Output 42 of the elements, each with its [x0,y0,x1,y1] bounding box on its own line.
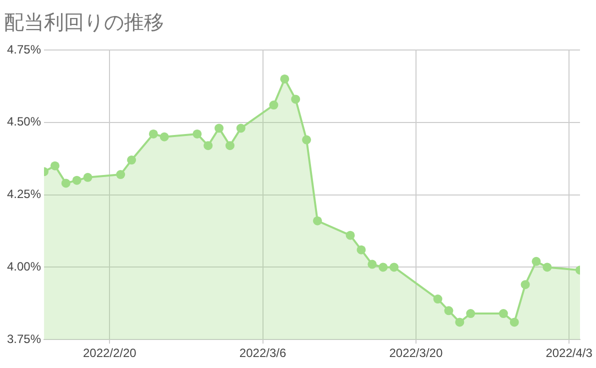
x-tick-label: 2022/3/6 [239,346,286,360]
chart-title: 配当利回りの推移 [4,10,164,34]
point [280,74,290,84]
point [378,262,388,272]
point [269,100,278,110]
point [116,170,126,180]
y-tick-label: 4.00% [6,260,42,274]
point [520,280,530,290]
point [390,262,399,272]
point [160,132,169,142]
point [368,260,377,269]
y-tick-label: 4.25% [6,187,42,202]
point [466,309,476,318]
x-tick-label: 2022/3/20 [389,346,443,360]
point [356,245,366,254]
y-tick-label: 3.75% [6,332,42,346]
point [214,124,224,133]
point [455,318,464,327]
point [204,141,213,150]
point [72,176,82,185]
point [312,216,322,226]
point [510,318,519,327]
point [433,294,442,304]
point [498,309,508,318]
point [291,94,300,104]
point [532,256,541,266]
point [192,129,202,138]
point [127,156,136,165]
point [83,172,92,182]
point [444,306,454,316]
point [236,124,246,133]
y-tick-label: 4.50% [6,114,42,129]
point [346,230,355,240]
point [148,129,158,138]
point [302,135,312,144]
x-tick-label: 2022/4/3 [546,346,593,360]
point [50,161,60,170]
point [61,178,70,188]
x-tick-label: 2022/2/20 [82,346,137,360]
point [225,141,234,150]
point [542,262,552,272]
y-tick-label: 4.75% [6,42,42,56]
